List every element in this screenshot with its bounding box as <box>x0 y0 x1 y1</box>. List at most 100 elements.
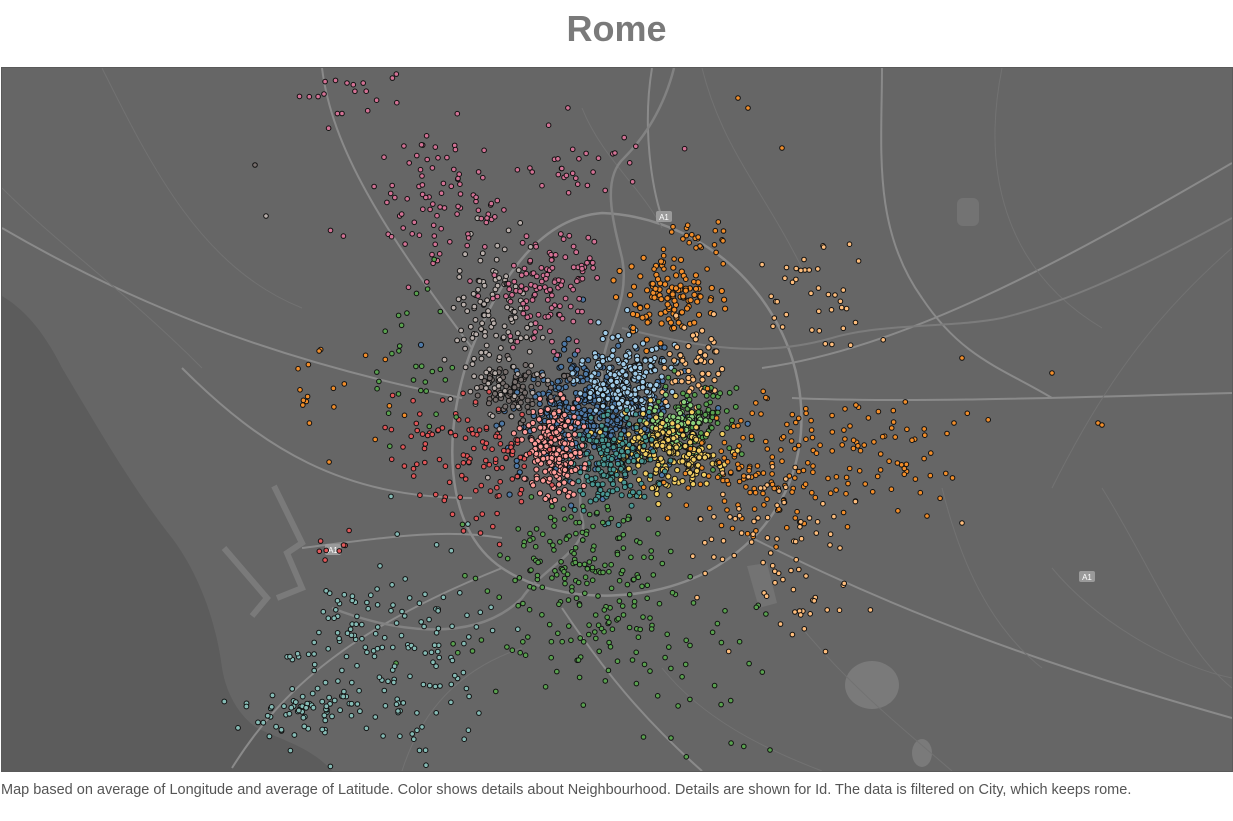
listing-point[interactable] <box>792 609 798 615</box>
listing-point[interactable] <box>377 563 383 569</box>
listing-point[interactable] <box>466 459 472 465</box>
listing-point[interactable] <box>569 170 576 177</box>
listing-point[interactable] <box>576 674 583 681</box>
listing-point[interactable] <box>621 484 628 491</box>
listing-point[interactable] <box>586 559 593 565</box>
listing-point[interactable] <box>718 701 724 708</box>
listing-point[interactable] <box>410 473 417 479</box>
listing-point[interactable] <box>628 502 635 509</box>
listing-point[interactable] <box>575 478 582 485</box>
listing-point[interactable] <box>530 426 538 433</box>
listing-point[interactable] <box>580 537 586 543</box>
listing-point[interactable] <box>633 143 639 150</box>
listing-point[interactable] <box>590 523 596 530</box>
listing-point[interactable] <box>728 740 734 746</box>
listing-point[interactable] <box>334 597 341 604</box>
listing-point[interactable] <box>654 442 661 449</box>
listing-point[interactable] <box>692 272 700 279</box>
listing-point[interactable] <box>610 444 617 451</box>
listing-point[interactable] <box>260 719 267 726</box>
listing-point[interactable] <box>656 600 663 607</box>
listing-point[interactable] <box>619 368 626 375</box>
listing-point[interactable] <box>645 516 652 522</box>
listing-point[interactable] <box>372 630 379 637</box>
listing-point[interactable] <box>496 377 503 383</box>
listing-point[interactable] <box>388 233 395 240</box>
listing-point[interactable] <box>704 266 710 272</box>
listing-point[interactable] <box>471 303 478 310</box>
listing-point[interactable] <box>770 323 776 330</box>
listing-point[interactable] <box>522 389 528 396</box>
listing-point[interactable] <box>888 486 895 493</box>
listing-point[interactable] <box>424 279 430 285</box>
listing-point[interactable] <box>568 502 575 509</box>
listing-point[interactable] <box>853 402 859 408</box>
listing-point[interactable] <box>616 598 623 604</box>
listing-point[interactable] <box>465 521 471 527</box>
listing-point[interactable] <box>648 436 655 443</box>
listing-point[interactable] <box>424 156 431 163</box>
listing-point[interactable] <box>637 364 644 371</box>
listing-point[interactable] <box>604 614 611 621</box>
listing-point[interactable] <box>511 278 518 285</box>
listing-point[interactable] <box>417 492 423 499</box>
listing-point[interactable] <box>634 356 641 363</box>
listing-point[interactable] <box>697 481 704 488</box>
listing-point[interactable] <box>736 465 742 472</box>
listing-point[interactable] <box>413 420 420 427</box>
listing-point[interactable] <box>506 356 512 363</box>
listing-point[interactable] <box>551 523 557 529</box>
listing-point[interactable] <box>574 419 582 426</box>
listing-point[interactable] <box>400 444 406 450</box>
listing-point[interactable] <box>643 388 651 395</box>
listing-point[interactable] <box>801 256 807 263</box>
listing-point[interactable] <box>549 338 555 345</box>
listing-point[interactable] <box>661 344 668 351</box>
listing-point[interactable] <box>650 448 657 455</box>
listing-point[interactable] <box>615 387 622 394</box>
listing-point[interactable] <box>561 346 568 353</box>
listing-point[interactable] <box>601 607 608 613</box>
listing-point[interactable] <box>554 668 560 675</box>
listing-point[interactable] <box>496 492 502 499</box>
listing-point[interactable] <box>387 190 394 197</box>
listing-point[interactable] <box>518 283 525 290</box>
listing-point[interactable] <box>482 444 488 451</box>
listing-point[interactable] <box>311 651 317 657</box>
listing-point[interactable] <box>388 456 395 463</box>
listing-point[interactable] <box>454 211 460 217</box>
listing-point[interactable] <box>341 688 347 695</box>
listing-point[interactable] <box>460 390 466 397</box>
listing-point[interactable] <box>719 470 726 476</box>
listing-point[interactable] <box>591 238 598 245</box>
listing-point[interactable] <box>653 381 660 388</box>
listing-point[interactable] <box>788 567 794 574</box>
listing-point[interactable] <box>435 608 441 614</box>
listing-point[interactable] <box>327 227 334 234</box>
listing-point[interactable] <box>769 454 776 460</box>
listing-point[interactable] <box>517 335 524 342</box>
listing-point[interactable] <box>839 442 846 448</box>
listing-point[interactable] <box>719 430 726 438</box>
listing-point[interactable] <box>642 357 649 364</box>
listing-point[interactable] <box>311 667 318 674</box>
listing-point[interactable] <box>628 263 635 270</box>
listing-point[interactable] <box>959 355 965 361</box>
listing-point[interactable] <box>479 320 486 327</box>
listing-point[interactable] <box>339 110 345 117</box>
listing-point[interactable] <box>595 155 602 161</box>
listing-point[interactable] <box>562 254 569 261</box>
listing-point[interactable] <box>631 469 638 476</box>
listing-point[interactable] <box>502 388 508 394</box>
listing-point[interactable] <box>772 579 778 586</box>
listing-point[interactable] <box>600 472 607 479</box>
listing-point[interactable] <box>561 340 568 347</box>
listing-point[interactable] <box>515 626 521 633</box>
listing-point[interactable] <box>522 652 529 659</box>
listing-point[interactable] <box>511 384 518 391</box>
listing-point[interactable] <box>667 457 674 464</box>
listing-point[interactable] <box>680 390 686 397</box>
listing-point[interactable] <box>829 429 836 435</box>
listing-point[interactable] <box>685 419 692 426</box>
listing-point[interactable] <box>588 373 595 380</box>
